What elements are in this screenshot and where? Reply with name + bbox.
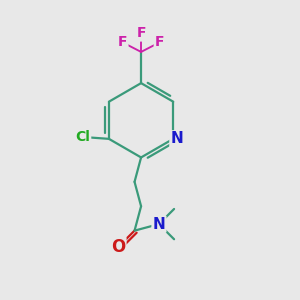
- Text: F: F: [136, 26, 146, 40]
- Text: O: O: [111, 238, 125, 256]
- Text: F: F: [118, 35, 128, 50]
- Text: N: N: [170, 131, 183, 146]
- Text: N: N: [153, 217, 165, 232]
- Text: Cl: Cl: [75, 130, 90, 144]
- Text: F: F: [155, 35, 164, 50]
